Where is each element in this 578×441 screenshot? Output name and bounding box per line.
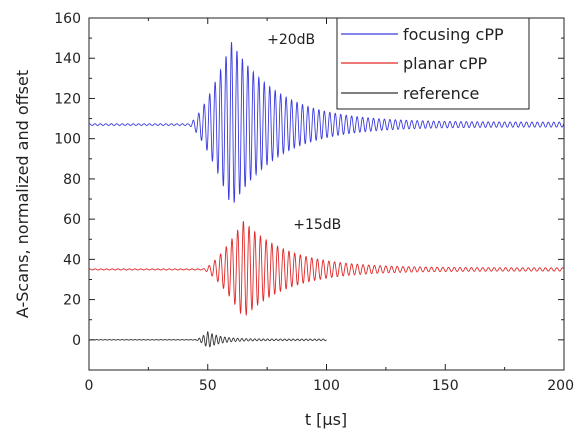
y-tick-label: 160 [54, 11, 81, 27]
x-tick-label: 200 [547, 378, 574, 394]
y-axis-title: A-Scans, normalized and offset [13, 70, 32, 318]
x-tick-label: 0 [85, 378, 94, 394]
x-axis-title: t [µs] [305, 410, 347, 429]
series-line-focusing-cpp [88, 42, 565, 203]
legend: focusing cPP planar cPP reference [336, 17, 530, 110]
legend-label-reference: reference [403, 84, 479, 103]
y-tick-label: 80 [63, 172, 81, 188]
series-line-planar-cpp [88, 221, 565, 317]
annotation-plus-20db: +20dB [267, 32, 315, 48]
y-tick-label: 140 [54, 51, 81, 67]
x-tick-label: 50 [199, 378, 217, 394]
series-layer [88, 42, 565, 348]
x-axis-ticks: 0 50 100 150 200 [85, 18, 574, 394]
x-tick-label: 100 [313, 378, 340, 394]
annotation-plus-15db: +15dB [293, 217, 341, 233]
y-tick-label: 100 [54, 132, 81, 148]
y-tick-label: 40 [63, 252, 81, 268]
y-tick-label: 0 [72, 333, 81, 349]
legend-label-focusing: focusing cPP [403, 25, 504, 44]
y-tick-label: 120 [54, 91, 81, 107]
y-tick-label: 60 [63, 212, 81, 228]
y-axis-ticks: 0 20 40 60 80 100 120 140 160 [54, 11, 564, 349]
x-tick-label: 150 [432, 378, 459, 394]
y-tick-label: 20 [63, 293, 81, 309]
legend-label-planar: planar cPP [403, 54, 487, 73]
series-line-reference [88, 330, 327, 348]
